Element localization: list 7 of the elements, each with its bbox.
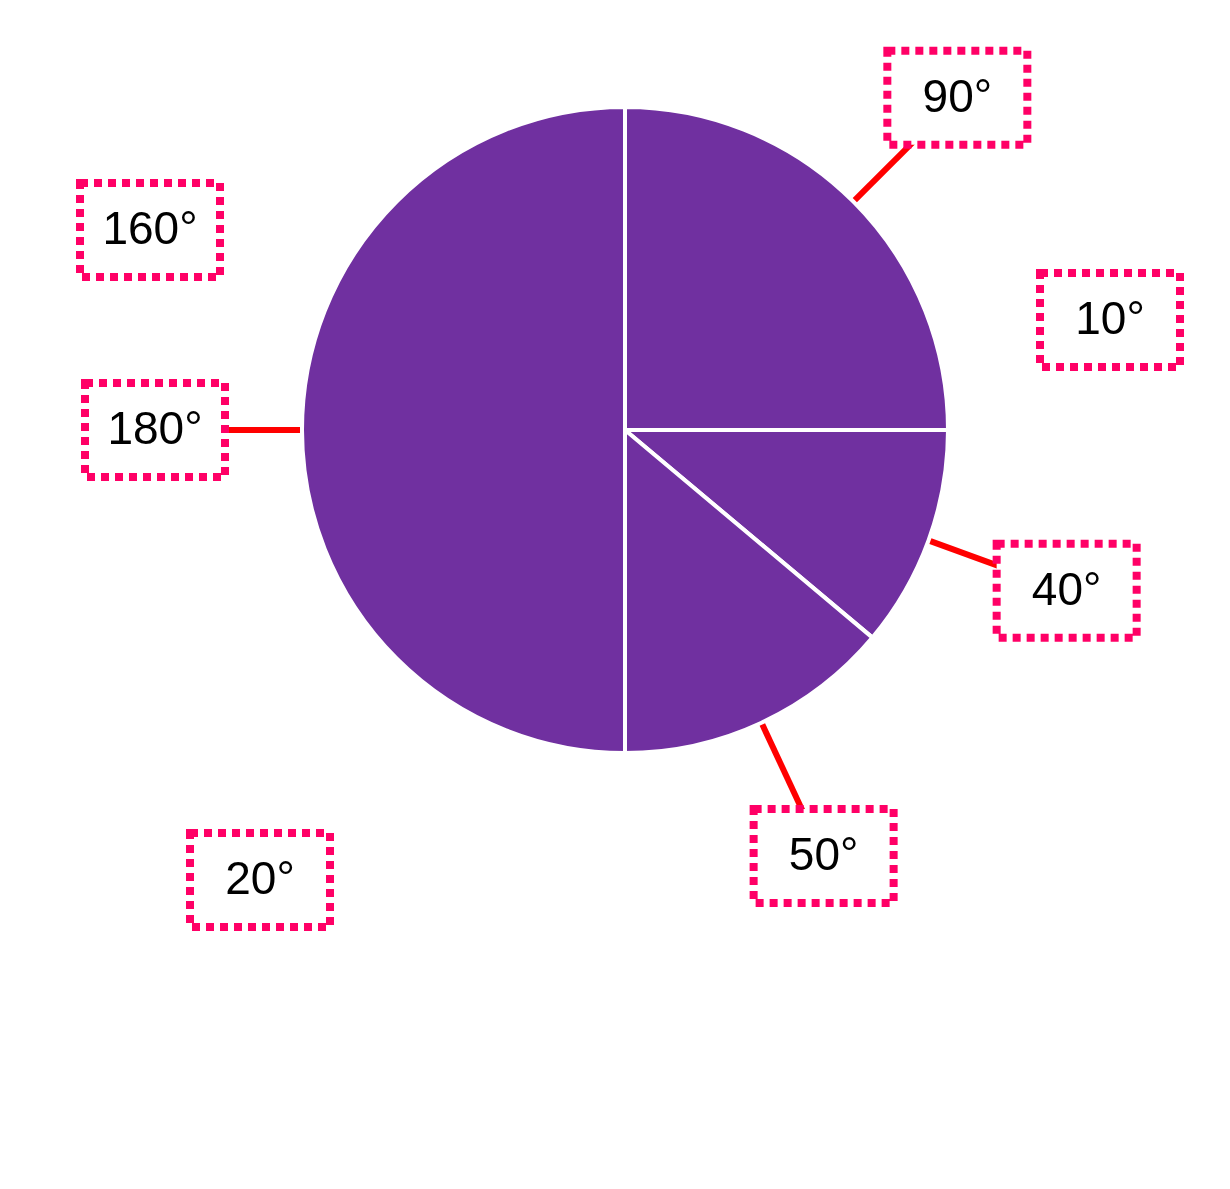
data-label: 50° (788, 827, 859, 880)
text: 20° (225, 852, 295, 904)
data-label: 90° (922, 69, 993, 122)
data-label: 40° (1031, 562, 1102, 615)
text: 160° (102, 202, 198, 254)
text: 10° (1075, 292, 1145, 344)
data-label: 180° (107, 402, 203, 454)
